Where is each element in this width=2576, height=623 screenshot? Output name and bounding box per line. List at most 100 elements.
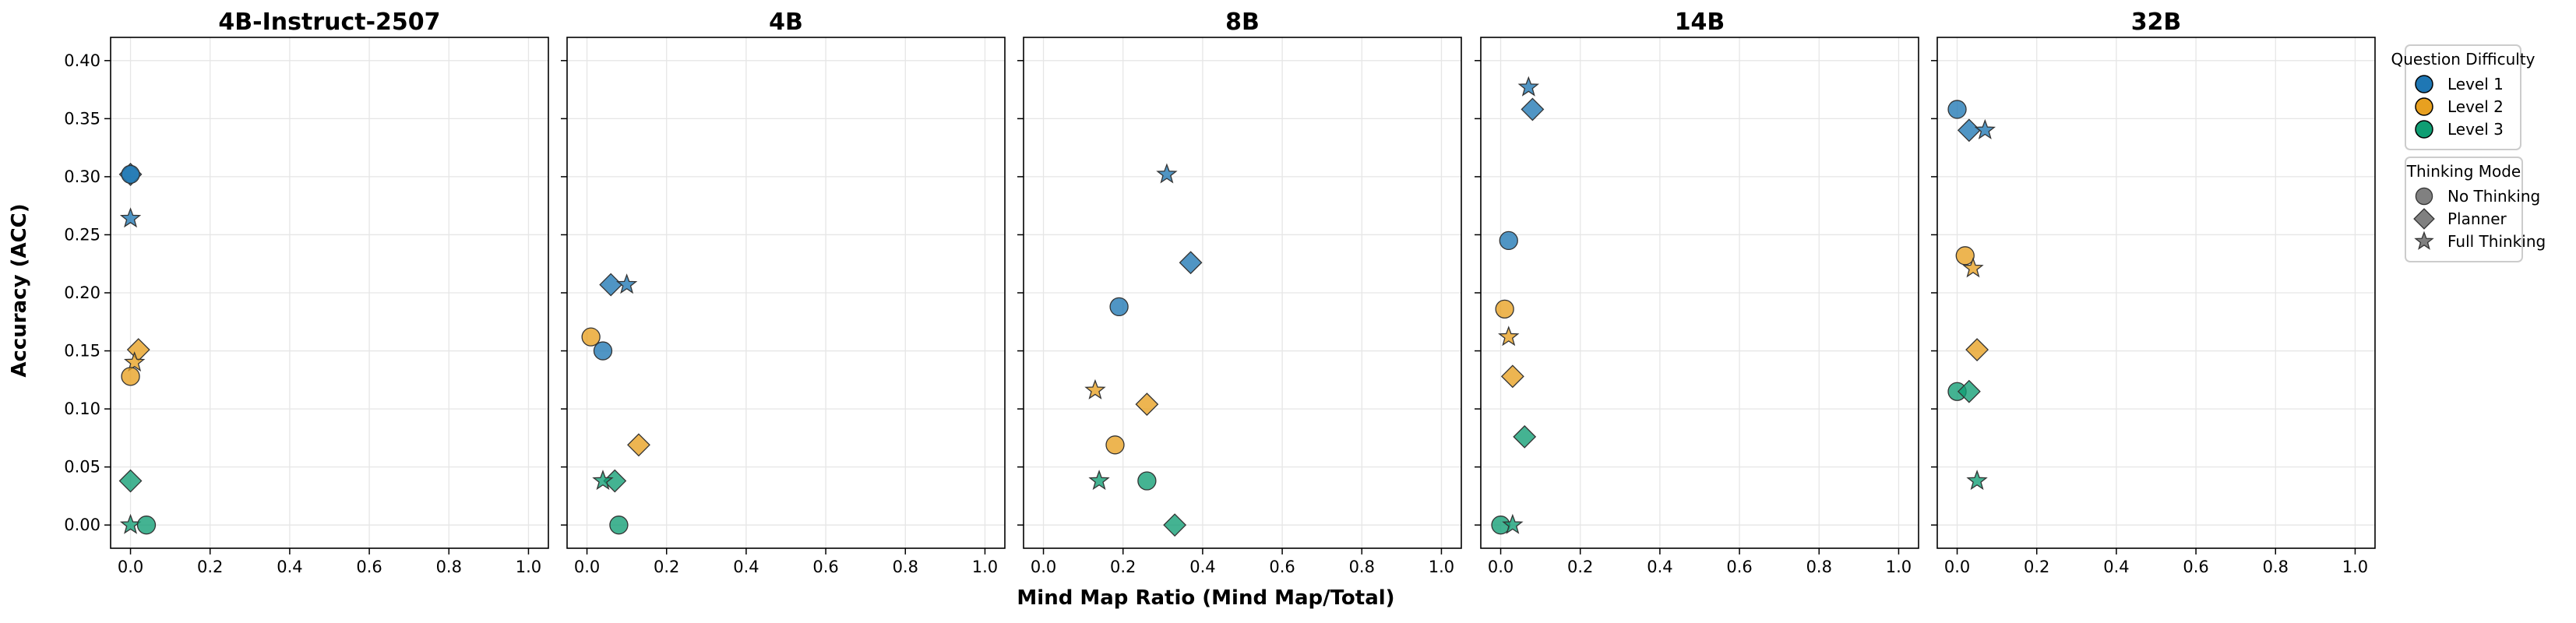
x-tick-label: 1.0 xyxy=(516,558,541,576)
point-14b-level2-full xyxy=(1498,326,1520,347)
x-tick-label: 1.0 xyxy=(2342,558,2368,576)
point-4b-instruct-2507-level2-none xyxy=(121,367,140,386)
panel-title: 14B xyxy=(1675,9,1725,36)
point-4b-level1-none xyxy=(593,341,613,361)
panel-frame xyxy=(110,37,549,549)
legend-mode-entries: No Thinking Planner Full Thinking xyxy=(2413,187,2546,251)
y-tick-label: 0.15 xyxy=(64,342,100,361)
panel-8b: 0.0 0.2 0.4 0.6 0.8 1.0 8B xyxy=(1017,9,1462,576)
point-4b-level1-full xyxy=(615,273,638,294)
point-14b-level3-planner xyxy=(1513,424,1537,449)
x-tick-label: 0.0 xyxy=(1488,558,1514,576)
x-tick-label: 0.4 xyxy=(277,558,302,576)
panel-4b: 0.0 0.2 0.4 0.6 0.8 1.0 4B xyxy=(561,9,1006,576)
point-32b-level3-full xyxy=(1966,470,1988,491)
x-tick-label: 0.4 xyxy=(1647,558,1672,576)
point-14b-level1-none xyxy=(1499,231,1518,251)
legend-label-full-thinking: Full Thinking xyxy=(2447,232,2546,251)
x-axis-label: Mind Map Ratio (Mind Map/Total) xyxy=(1017,586,1394,610)
panel-title: 4B-Instruct-2507 xyxy=(218,9,440,36)
panel-32b: 0.0 0.2 0.4 0.6 0.8 1.0 32B xyxy=(1931,9,2376,576)
y-tick-label: 0.20 xyxy=(64,283,100,302)
point-4b-instruct-2507-level1-full xyxy=(119,207,142,228)
x-tick-label: 0.8 xyxy=(1349,558,1375,576)
point-4b-level2-planner xyxy=(627,433,650,457)
point-32b-level3-planner xyxy=(1957,379,1981,403)
legend-label-level-2: Level 2 xyxy=(2447,97,2504,116)
x-tick-label: 0.2 xyxy=(654,558,679,576)
legend-marker-no-thinking xyxy=(2415,187,2433,206)
point-8b-level2-planner xyxy=(1135,392,1159,417)
panel-4b-instruct-2507: 0.0 0.2 0.4 0.6 0.8 1.0 0.00 0.05 0.10 0.15 0.20 0.… xyxy=(64,9,549,576)
legend-difficulty-entries: Level 1 Level 2 Level 3 xyxy=(2415,75,2504,139)
point-14b-level2-none xyxy=(1495,299,1514,319)
point-8b-level1-full xyxy=(1156,163,1178,184)
x-tick-label: 0.4 xyxy=(1189,558,1215,576)
point-8b-level2-none xyxy=(1105,435,1125,455)
x-tick-label: 0.0 xyxy=(1944,558,1970,576)
point-4b-level1-planner xyxy=(599,273,623,297)
panel-title: 32B xyxy=(2131,9,2182,36)
point-8b-level1-none xyxy=(1109,297,1129,317)
panel-frame xyxy=(1023,37,1462,549)
y-tick-label: 0.30 xyxy=(64,167,100,186)
point-4b-instruct-2507-level2-full xyxy=(123,351,146,372)
y-axis-label: Accuracy (ACC) xyxy=(8,203,31,377)
y-tick-label: 0.05 xyxy=(64,458,100,477)
point-32b-level1-none xyxy=(1947,100,1967,119)
panel-frame xyxy=(566,37,1006,549)
point-32b-level2-none xyxy=(1955,246,1975,266)
x-tick-label: 0.2 xyxy=(197,558,223,576)
x-tick-label: 0.2 xyxy=(1567,558,1593,576)
legend-mode-frame xyxy=(2405,157,2523,262)
x-tick-label: 0.8 xyxy=(436,558,462,576)
x-tick-label: 0.6 xyxy=(1269,558,1295,576)
point-8b-level2-full xyxy=(1084,378,1106,399)
y-tick-label: 0.00 xyxy=(64,516,100,534)
legend-swatch-level-2 xyxy=(2415,97,2433,116)
point-8b-level3-none xyxy=(1137,471,1157,491)
panel-frame xyxy=(1936,37,2376,549)
point-4b-instruct-2507-level3-none xyxy=(136,516,157,535)
legend-label-no-thinking: No Thinking xyxy=(2447,187,2540,206)
y-tick-label: 0.10 xyxy=(64,399,100,418)
y-tick-label: 0.35 xyxy=(64,109,100,128)
x-tick-label: 0.0 xyxy=(118,558,143,576)
legend-difficulty-title: Question Difficulty xyxy=(2391,50,2535,69)
legend-label-planner: Planner xyxy=(2447,209,2507,228)
point-14b-level1-full xyxy=(1517,76,1539,97)
point-14b-level3-full xyxy=(1502,513,1524,534)
x-tick-label: 0.8 xyxy=(893,558,918,576)
point-4b-level3-full xyxy=(592,470,614,491)
point-32b-level1-planner xyxy=(1957,118,1981,143)
legend-label-level-1: Level 1 xyxy=(2447,75,2504,93)
point-4b-level3-none xyxy=(609,516,629,535)
legend-marker-full-thinking xyxy=(2414,231,2434,250)
legend-label-level-3: Level 3 xyxy=(2447,120,2504,139)
panel-14b: 0.0 0.2 0.4 0.6 0.8 1.0 14B xyxy=(1475,9,1919,576)
point-8b-level1-planner xyxy=(1179,251,1203,275)
x-tick-label: 1.0 xyxy=(972,558,998,576)
legend-mode-title: Thinking Mode xyxy=(2406,162,2521,181)
x-tick-label: 0.6 xyxy=(1726,558,1752,576)
legend-marker-planner xyxy=(2413,208,2435,230)
legend-swatch-level-3 xyxy=(2415,120,2433,139)
point-8b-level3-full xyxy=(1088,470,1110,491)
legend-mode: Thinking Mode No Thinking Planner Full Thi… xyxy=(2405,157,2546,262)
point-32b-level2-planner xyxy=(1965,338,1989,361)
point-14b-level1-planner xyxy=(1521,97,1545,121)
point-4b-instruct-2507-level1-none xyxy=(121,164,140,185)
legend-swatch-level-1 xyxy=(2415,75,2433,93)
x-tick-label: 0.8 xyxy=(2263,558,2289,576)
x-tick-label: 0.2 xyxy=(2024,558,2049,576)
y-tick-label: 0.25 xyxy=(64,225,100,244)
panel-frame xyxy=(1480,37,1919,549)
x-tick-label: 0.6 xyxy=(2183,558,2208,576)
x-tick-label: 0.4 xyxy=(733,558,759,576)
x-tick-label: 0.2 xyxy=(1110,558,1136,576)
point-32b-level1-full xyxy=(1974,118,1996,139)
